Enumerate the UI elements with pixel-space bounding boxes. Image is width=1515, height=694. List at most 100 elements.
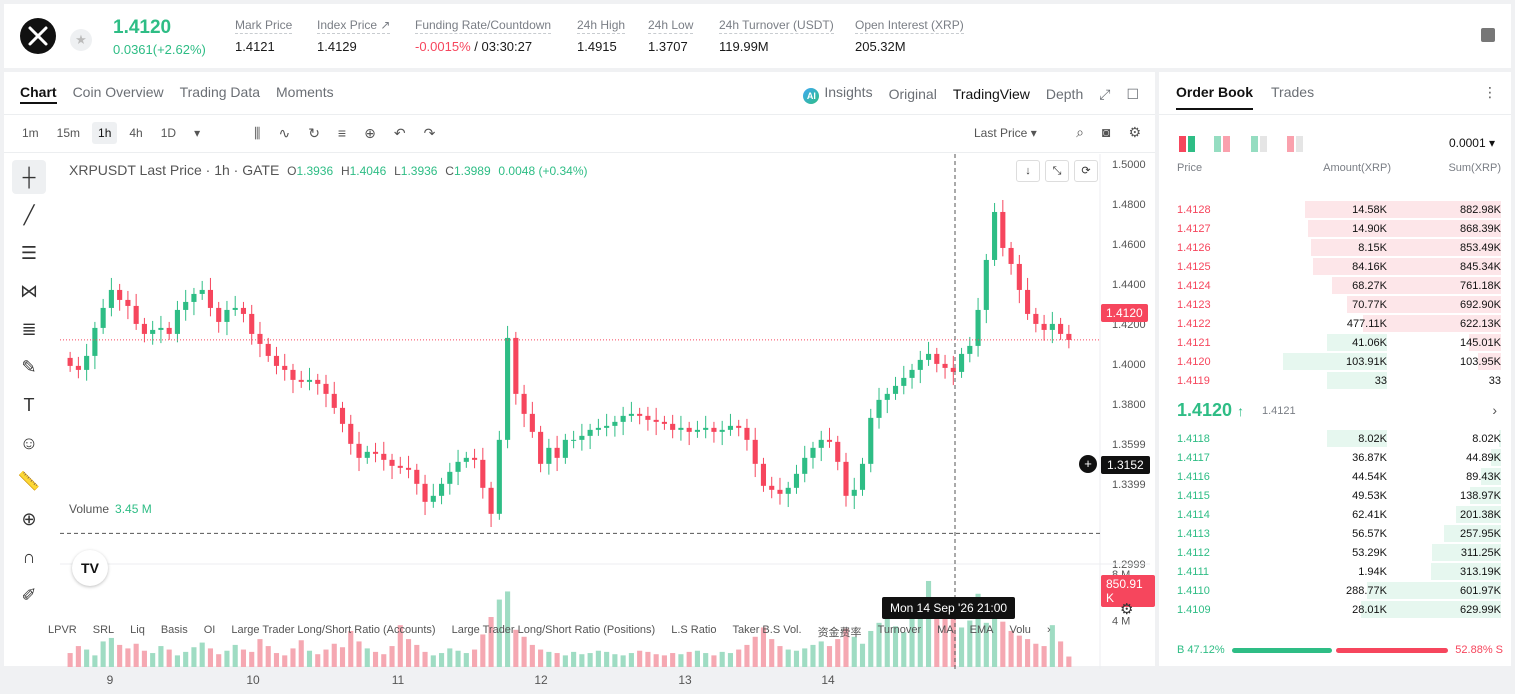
pencil-icon[interactable]: ✐: [12, 578, 46, 612]
tab-insights[interactable]: AI Insights: [803, 84, 872, 104]
orderbook-row[interactable]: 1.4119 33 33: [1159, 371, 1511, 390]
trendline-icon[interactable]: ╱: [12, 198, 46, 232]
indicator-4[interactable]: OI: [204, 624, 216, 640]
candle-body: [645, 416, 650, 420]
timeframe-1h[interactable]: 1h: [92, 122, 117, 144]
layout-both-icon[interactable]: [1179, 136, 1195, 152]
crosshair-icon[interactable]: ┼: [12, 160, 46, 194]
indicator-0[interactable]: LPVR: [48, 624, 77, 640]
orderbook-row[interactable]: 1.4112 53.29K 311.25K: [1159, 543, 1511, 562]
tab-depth[interactable]: Depth: [1046, 86, 1083, 102]
candle-body: [315, 380, 320, 384]
row-sum: 145.01K: [1460, 337, 1501, 349]
indicator-5[interactable]: Large Trader Long/Short Ratio (Accounts): [231, 624, 435, 640]
layout-bids-icon[interactable]: [1251, 136, 1267, 152]
indicator-12[interactable]: EMA: [970, 624, 994, 640]
orderbook-row[interactable]: 1.4109 28.01K 629.99K: [1159, 600, 1511, 619]
orderbook-row[interactable]: 1.4120 103.91K 103.95K: [1159, 352, 1511, 371]
orderbook-row[interactable]: 1.4128 14.58K 882.98K: [1159, 200, 1511, 219]
indicator-2[interactable]: Liq: [130, 624, 145, 640]
indicator-6[interactable]: Large Trader Long/Short Ratio (Positions…: [452, 624, 656, 640]
magnet-icon[interactable]: ∩: [12, 540, 46, 574]
price-type-dropdown[interactable]: Last Price ▾: [974, 126, 1037, 140]
expand-icon[interactable]: ⤢: [1099, 86, 1110, 103]
zoom-icon[interactable]: ⊕: [12, 502, 46, 536]
indicator-7[interactable]: L.S Ratio: [671, 624, 716, 640]
orderbook-row[interactable]: 1.4114 62.41K 201.38K: [1159, 505, 1511, 524]
tab-trades[interactable]: Trades: [1271, 84, 1314, 110]
favorite-star-icon[interactable]: ★: [70, 29, 92, 51]
emoji-icon[interactable]: ☺: [12, 426, 46, 460]
volume-bar: [852, 637, 857, 667]
add-alert-icon[interactable]: ⊕: [364, 125, 376, 142]
tab-coin-overview[interactable]: Coin Overview: [73, 84, 164, 104]
timeframe-4h[interactable]: 4h: [123, 122, 148, 144]
tab-order-book[interactable]: Order Book: [1176, 84, 1253, 110]
orderbook-row[interactable]: 1.4113 56.57K 257.95K: [1159, 524, 1511, 543]
orderbook-row[interactable]: 1.4126 8.15K 853.49K: [1159, 238, 1511, 257]
search-icon[interactable]: ⌕: [1076, 124, 1084, 141]
indicator-11[interactable]: MA: [937, 624, 954, 640]
orderbook-row[interactable]: 1.4122 477.11K 622.13K: [1159, 314, 1511, 333]
ruler-icon[interactable]: 📏: [12, 464, 46, 498]
refresh-icon[interactable]: ⟳: [1074, 160, 1098, 182]
pattern-icon[interactable]: ⋈: [12, 274, 46, 308]
orderbook-row[interactable]: 1.4118 8.02K 8.02K: [1159, 429, 1511, 448]
orderbook-row[interactable]: 1.4111 1.94K 313.19K: [1159, 562, 1511, 581]
layout-asks-icon[interactable]: [1287, 136, 1303, 152]
tab-chart[interactable]: Chart: [20, 84, 57, 104]
tab-moments[interactable]: Moments: [276, 84, 334, 104]
tradingview-logo-icon[interactable]: TV: [72, 550, 108, 586]
redo-icon[interactable]: ↷: [424, 125, 436, 142]
template-icon[interactable]: ≡: [338, 125, 346, 142]
orderbook-row[interactable]: 1.4110 288.77K 601.97K: [1159, 581, 1511, 600]
orderbook-row[interactable]: 1.4127 14.90K 868.39K: [1159, 219, 1511, 238]
tab-original[interactable]: Original: [889, 86, 937, 102]
chevron-right-icon[interactable]: ›: [1492, 402, 1497, 418]
brush-icon[interactable]: ✎: [12, 350, 46, 384]
chart-settings-icon[interactable]: ⚙: [1120, 600, 1133, 618]
indicator-8[interactable]: Taker B.S Vol.: [732, 624, 801, 640]
notebook-icon[interactable]: [1481, 28, 1495, 42]
add-order-icon[interactable]: +: [1079, 455, 1097, 473]
stat-index-price[interactable]: Index Price ↗ 1.4129: [317, 18, 390, 54]
candle-body: [233, 308, 238, 310]
volume-bar: [695, 651, 700, 667]
indicator-9[interactable]: 资金费率: [818, 624, 862, 640]
indicator-13[interactable]: Volu: [1010, 624, 1031, 640]
horizontal-lines-icon[interactable]: ☰: [12, 236, 46, 270]
candle-body: [348, 424, 353, 444]
replay-icon[interactable]: ↻: [308, 125, 320, 142]
precision-dropdown[interactable]: 0.0001 ▾: [1449, 136, 1495, 150]
timeframe-dropdown-icon[interactable]: ▾: [188, 122, 206, 144]
orderbook-row[interactable]: 1.4117 36.87K 44.89K: [1159, 448, 1511, 467]
orderbook-row[interactable]: 1.4121 41.06K 145.01K: [1159, 333, 1511, 352]
undo-icon[interactable]: ↶: [394, 125, 406, 142]
text-icon[interactable]: T: [12, 388, 46, 422]
candle-type-icon[interactable]: ⫼: [254, 125, 260, 142]
window-icon[interactable]: ☐: [1126, 86, 1139, 103]
indicator-3[interactable]: Basis: [161, 624, 188, 640]
orderbook-row[interactable]: 1.4124 68.27K 761.18K: [1159, 276, 1511, 295]
timeframe-1d[interactable]: 1D: [155, 122, 182, 144]
orderbook-row[interactable]: 1.4115 49.53K 138.97K: [1159, 486, 1511, 505]
collapse-icon[interactable]: ⤡: [1045, 160, 1069, 182]
layout-split-icon[interactable]: [1214, 136, 1230, 152]
indicator-1[interactable]: SRL: [93, 624, 114, 640]
tab-trading-data[interactable]: Trading Data: [180, 84, 260, 104]
gear-icon[interactable]: ⚙: [1128, 124, 1141, 141]
tab-tradingview[interactable]: TradingView: [953, 86, 1030, 102]
indicators-icon[interactable]: ∿: [278, 125, 290, 142]
indicator-10[interactable]: Turnover: [878, 624, 922, 640]
timeframe-15m[interactable]: 15m: [51, 122, 86, 144]
more-menu-icon[interactable]: ⋮: [1483, 84, 1497, 101]
timeframe-1m[interactable]: 1m: [16, 122, 45, 144]
orderbook-row[interactable]: 1.4123 70.77K 692.90K: [1159, 295, 1511, 314]
scroll-down-icon[interactable]: ↓: [1016, 160, 1040, 182]
indicator-more-icon[interactable]: ›: [1047, 624, 1051, 640]
fib-icon[interactable]: ≣: [12, 312, 46, 346]
orderbook-row[interactable]: 1.4125 84.16K 845.34K: [1159, 257, 1511, 276]
orderbook-row[interactable]: 1.4116 44.54K 89.43K: [1159, 467, 1511, 486]
camera-icon[interactable]: ◙: [1102, 124, 1110, 141]
volume-bar: [439, 653, 444, 667]
